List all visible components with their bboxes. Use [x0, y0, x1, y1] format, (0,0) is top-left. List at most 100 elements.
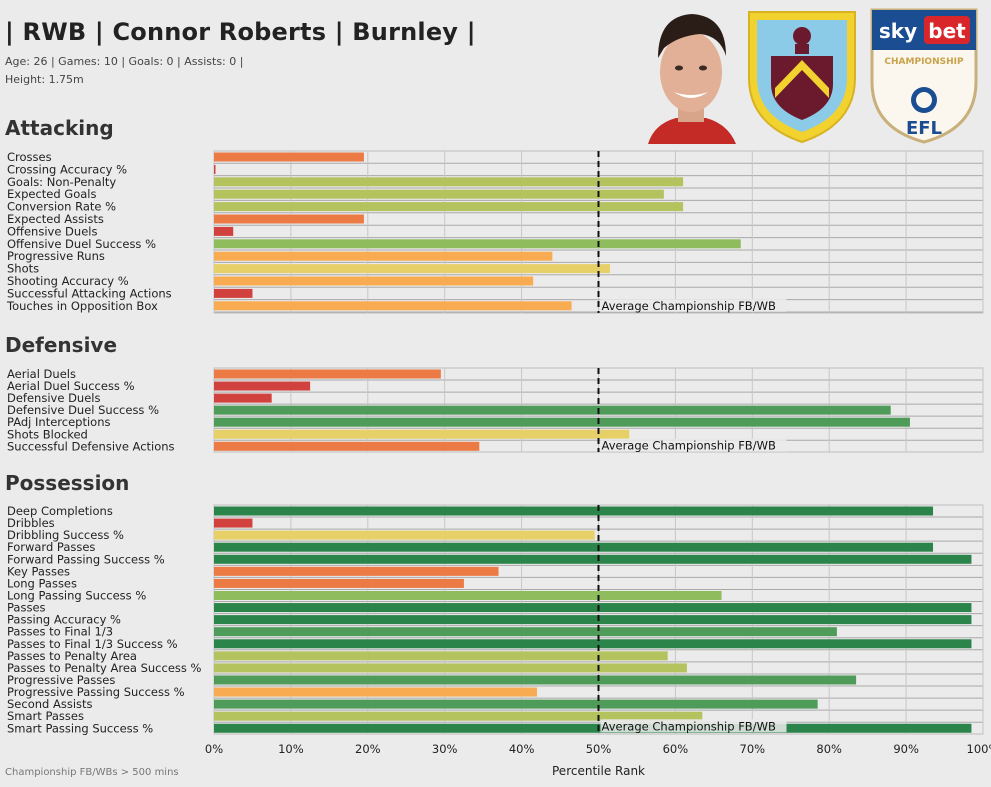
- badge-efl-text: EFL: [906, 118, 942, 139]
- x-tick-label: 20%: [355, 742, 381, 756]
- metric-label: Offensive Duel Success %: [7, 237, 156, 251]
- player-stats-line: Age: 26 | Games: 10 | Goals: 0 | Assists…: [5, 55, 244, 68]
- bar: [214, 164, 216, 174]
- x-axis-label: Percentile Rank: [552, 764, 645, 778]
- burnley-crest-icon: [748, 11, 856, 144]
- bar: [214, 226, 234, 236]
- panel-frame: [213, 150, 984, 314]
- reference-label: Average Championship FB/WB: [602, 719, 776, 733]
- bar: [214, 152, 364, 162]
- metric-label: Aerial Duel Success %: [7, 379, 135, 393]
- x-tick-label: 50%: [586, 742, 612, 756]
- panel-frame: [213, 504, 984, 735]
- metric-label: Key Passes: [7, 564, 70, 578]
- metric-label: Shooting Accuracy %: [7, 274, 129, 288]
- bar: [214, 627, 837, 637]
- bar: [214, 417, 910, 427]
- bar: [214, 264, 611, 274]
- bar: [214, 239, 741, 249]
- bar: [214, 687, 537, 697]
- metric-label: Forward Passing Success %: [7, 552, 165, 566]
- championship-badge-icon: sky bet CHAMPIONSHIP EFL: [870, 8, 978, 144]
- bar: [214, 369, 441, 379]
- bar: [214, 723, 972, 733]
- metric-label: Passes: [7, 601, 46, 615]
- metric-label: Aerial Duels: [7, 367, 76, 381]
- metric-label: Touches in Opposition Box: [6, 299, 158, 313]
- bar: [214, 276, 534, 286]
- metric-label: Progressive Runs: [7, 249, 105, 263]
- metric-label: Smart Passing Success %: [7, 721, 153, 735]
- bar: [214, 405, 891, 415]
- bar: [214, 578, 464, 588]
- metric-label: Shots Blocked: [7, 427, 88, 441]
- section-title-possession: Possession: [5, 471, 130, 495]
- badge-bet-text: bet: [928, 19, 966, 43]
- metric-label: Progressive Passing Success %: [7, 685, 185, 699]
- metric-label: Conversion Rate %: [7, 200, 116, 214]
- metric-label: Goals: Non-Penalty: [7, 175, 116, 189]
- bar: [214, 202, 684, 212]
- x-tick-label: 90%: [893, 742, 919, 756]
- metric-label: Defensive Duels: [7, 391, 100, 405]
- reference-label: Average Championship FB/WB: [602, 439, 776, 453]
- sample-note: Championship FB/WBs > 500 mins: [5, 767, 179, 778]
- metric-label: Expected Goals: [7, 187, 97, 201]
- x-tick-label: 60%: [663, 742, 689, 756]
- metric-label: Crosses: [7, 150, 52, 164]
- bar: [214, 699, 818, 709]
- badge-sky-text: sky: [879, 19, 917, 43]
- x-tick-label: 10%: [278, 742, 304, 756]
- x-tick-label: 70%: [740, 742, 766, 756]
- reference-label: Average Championship FB/WB: [602, 299, 776, 313]
- player-photo: [640, 6, 742, 144]
- metric-label: Forward Passes: [7, 540, 95, 554]
- panel-frame: [213, 367, 984, 453]
- bar: [214, 441, 480, 451]
- metric-label: Passes to Penalty Area: [7, 649, 137, 663]
- metric-label: Passes to Final 1/3 Success %: [7, 637, 178, 651]
- bar: [214, 566, 499, 576]
- metric-label: Expected Assists: [7, 212, 104, 226]
- bar: [214, 214, 364, 224]
- metric-label: PAdj Interceptions: [7, 415, 110, 429]
- bar: [214, 675, 857, 685]
- bar: [214, 639, 972, 649]
- reference-label-bg: [600, 298, 787, 312]
- bar: [214, 663, 687, 673]
- metric-label: Dribbling Success %: [7, 528, 124, 542]
- bar: [214, 301, 572, 311]
- bar: [214, 542, 934, 552]
- metric-label: Passes to Final 1/3: [7, 625, 113, 639]
- x-tick-label: 100%: [967, 742, 991, 756]
- bar: [214, 288, 253, 298]
- reference-label-bg: [600, 719, 787, 733]
- metric-label: Dribbles: [7, 516, 55, 530]
- metric-label: Defensive Duel Success %: [7, 403, 159, 417]
- metric-label: Long Passes: [7, 576, 77, 590]
- bar: [214, 506, 934, 516]
- bar: [214, 393, 272, 403]
- section-title-defensive: Defensive: [5, 333, 118, 357]
- bar: [214, 651, 668, 661]
- bar: [214, 381, 311, 391]
- bar: [214, 603, 972, 613]
- bar: [214, 251, 553, 261]
- metric-label: Long Passing Success %: [7, 588, 146, 602]
- bar: [214, 615, 972, 625]
- bar: [214, 429, 630, 439]
- bar: [214, 590, 722, 600]
- player-height-line: Height: 1.75m: [5, 73, 84, 86]
- bar: [214, 530, 595, 540]
- page-title: | RWB | Connor Roberts | Burnley |: [5, 18, 476, 46]
- x-tick-label: 80%: [816, 742, 842, 756]
- metric-label: Deep Completions: [7, 504, 113, 518]
- x-tick-label: 0%: [205, 742, 223, 756]
- badge-league-text: CHAMPIONSHIP: [884, 57, 964, 67]
- metric-label: Crossing Accuracy %: [7, 162, 127, 176]
- metric-label: Successful Attacking Actions: [7, 286, 172, 300]
- reference-label-bg: [600, 438, 787, 452]
- metric-label: Smart Passes: [7, 709, 84, 723]
- metric-label: Successful Defensive Actions: [7, 439, 175, 453]
- x-tick-label: 40%: [509, 742, 535, 756]
